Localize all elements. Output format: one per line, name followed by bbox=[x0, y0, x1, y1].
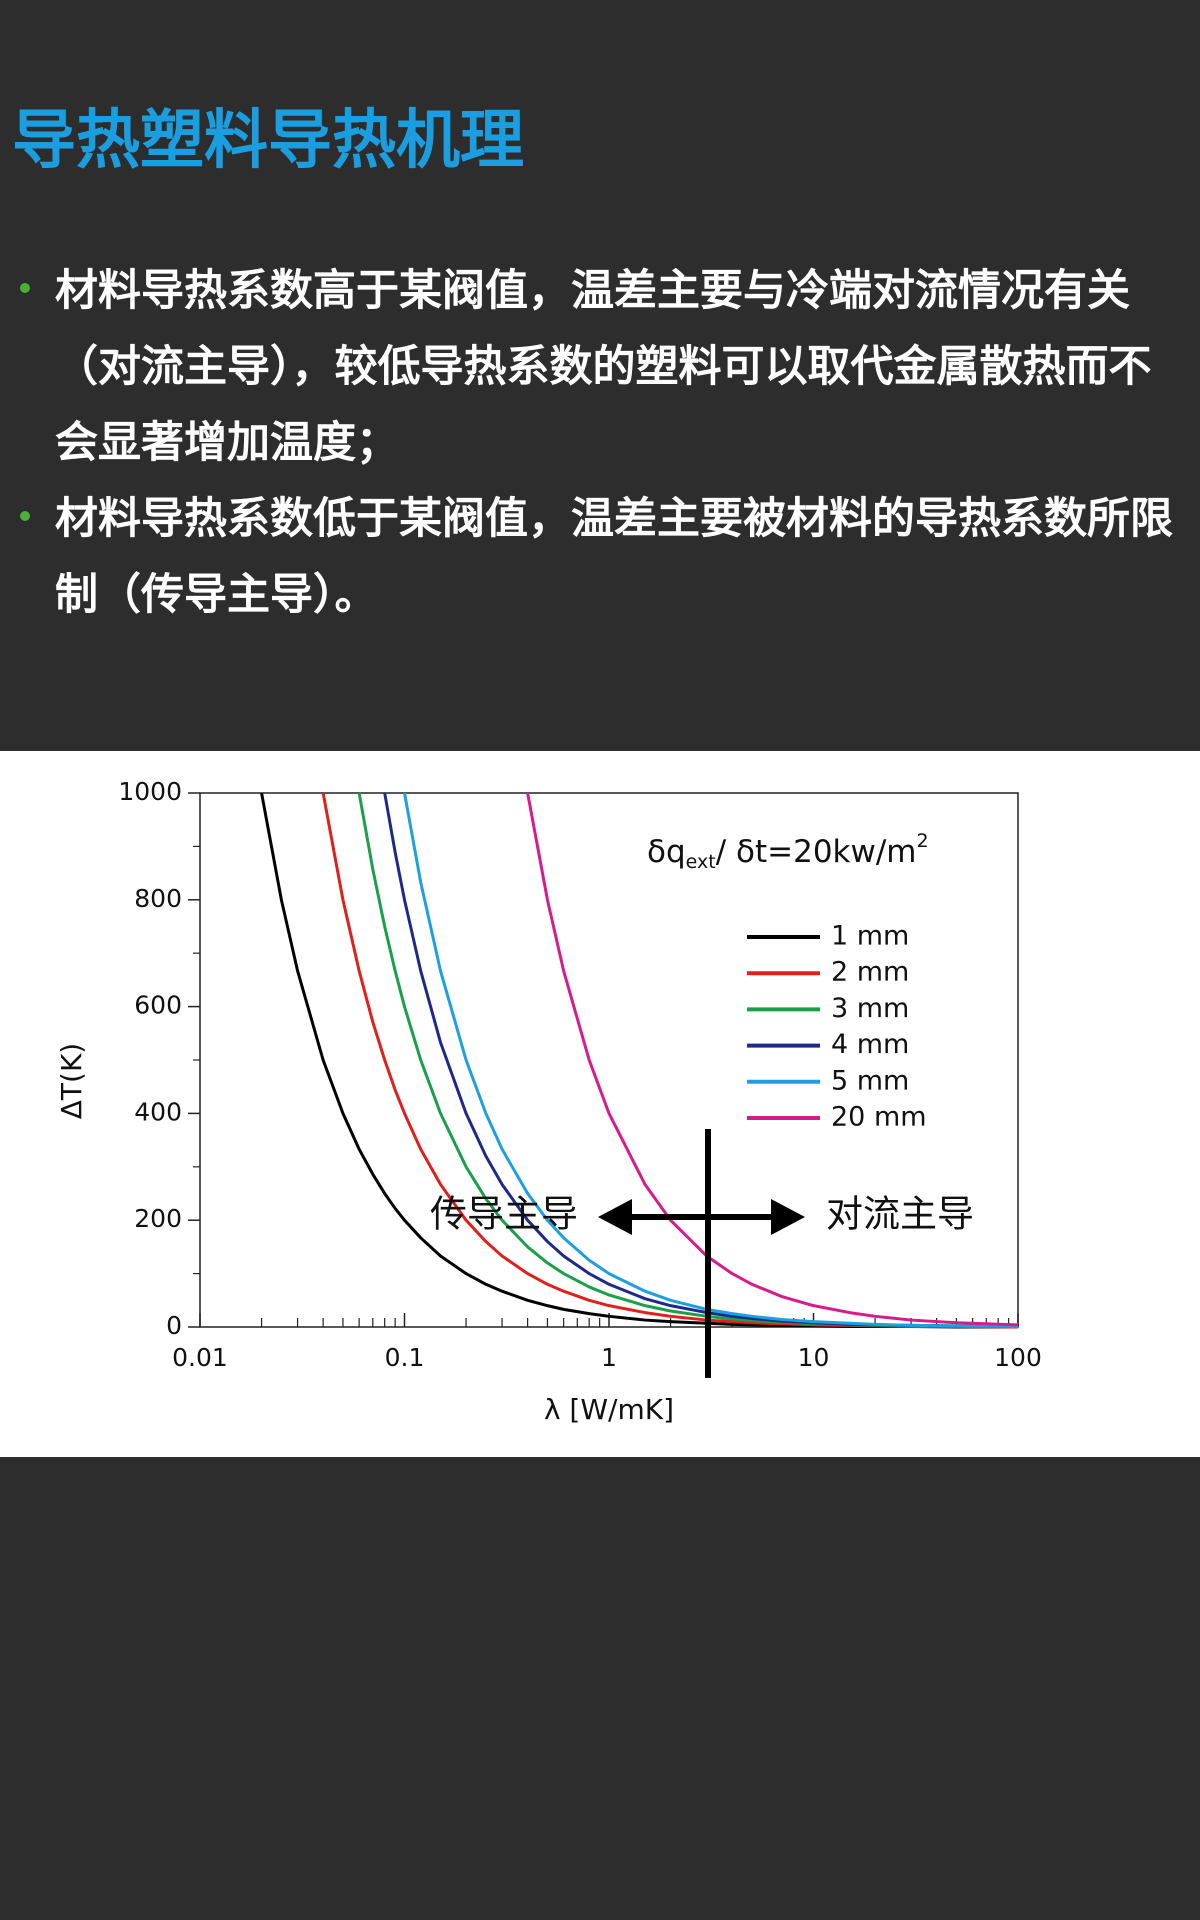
x-axis-title: λ [W/mK] bbox=[544, 1393, 674, 1426]
legend-label: 4 mm bbox=[831, 1029, 909, 1060]
bullet-text: 材料导热系数低于某阀值，温差主要被材料的导热系数所限 bbox=[55, 494, 1173, 544]
bullet: 材料导热系数高于某阀值，温差主要与冷端对流情况有关 （对流主导），较低导热系数的塑… bbox=[0, 253, 1200, 481]
series-line bbox=[321, 792, 1019, 1329]
annotation-part: 2 bbox=[917, 830, 929, 852]
y-axis-title: ΔT(K) bbox=[55, 1043, 88, 1119]
annotation: δqext/ δt=20kw/m2 bbox=[647, 830, 929, 873]
bullet-text: 会显著增加温度； bbox=[55, 418, 399, 468]
y-tick-label: 200 bbox=[134, 1204, 182, 1233]
annotation-part: / δt=20kw/m bbox=[716, 834, 917, 870]
x-tick-label: 0.01 bbox=[172, 1343, 228, 1372]
legend-label: 3 mm bbox=[831, 993, 909, 1024]
bullet-text: 制（传导主导）。 bbox=[55, 570, 378, 620]
legend-label: 5 mm bbox=[831, 1065, 909, 1096]
y-tick-label: 800 bbox=[134, 884, 182, 913]
bullet-text: （对流主导），较低导热系数的塑料可以取代金属散热而不 bbox=[55, 342, 1152, 392]
y-tick-label: 0 bbox=[166, 1311, 182, 1340]
region-label: 对流主导 bbox=[826, 1193, 974, 1236]
x-tick-label: 1 bbox=[601, 1343, 617, 1372]
x-tick-label: 100 bbox=[994, 1343, 1042, 1372]
chart: 0 200 400 600 800 1000 0.01 0.1 1 10 100 λ [W/mK] ΔT… bbox=[55, 777, 1042, 1426]
annotation-part: ext bbox=[686, 851, 716, 873]
slide-title: 导热塑料导热机理 bbox=[12, 104, 524, 178]
series-line bbox=[357, 792, 1018, 1328]
legend-label: 2 mm bbox=[831, 957, 909, 988]
y-tick-label: 600 bbox=[134, 991, 182, 1020]
arrow-head-right bbox=[771, 1199, 805, 1235]
region-label: 传导主导 bbox=[430, 1193, 578, 1236]
annotation-part: δq bbox=[647, 834, 686, 870]
y-tick-label: 400 bbox=[134, 1097, 182, 1126]
legend-label: 1 mm bbox=[831, 921, 909, 952]
x-tick-label: 10 bbox=[798, 1343, 830, 1372]
bullet-text: 材料导热系数高于某阀值，温差主要与冷端对流情况有关 bbox=[55, 266, 1130, 316]
y-tick-label: 1000 bbox=[118, 777, 182, 806]
arrow-head-left bbox=[598, 1199, 632, 1235]
bullet-list: 材料导热系数高于某阀值，温差主要与冷端对流情况有关 （对流主导），较低导热系数的塑… bbox=[0, 253, 1200, 633]
bullet: 材料导热系数低于某阀值，温差主要被材料的导热系数所限 制（传导主导）。 bbox=[0, 481, 1200, 633]
series-line bbox=[383, 792, 1019, 1328]
series-line bbox=[526, 792, 1019, 1327]
x-tick-label: 0.1 bbox=[385, 1343, 425, 1372]
series-line bbox=[403, 792, 1019, 1328]
legend-label: 20 mm bbox=[831, 1102, 927, 1133]
chart-panel: 0 200 400 600 800 1000 0.01 0.1 1 10 100 λ [W/mK] ΔT… bbox=[0, 751, 1200, 1457]
bullet-dot bbox=[20, 283, 30, 293]
bullet-dot bbox=[20, 511, 30, 521]
